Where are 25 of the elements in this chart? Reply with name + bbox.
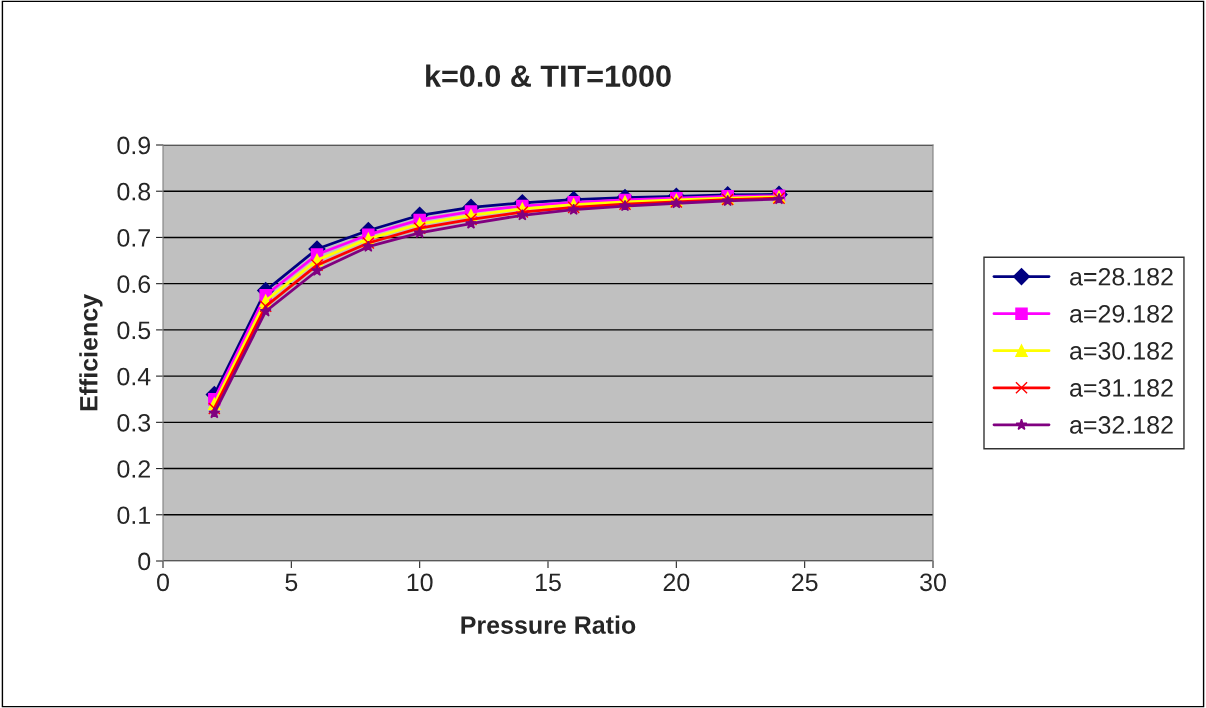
legend-label: a=30.182 (1070, 342, 1173, 360)
y-tick-label: 0.7 (117, 229, 150, 247)
legend-label: a=32.182 (1070, 416, 1173, 434)
y-tick-label: 0 (138, 552, 151, 571)
x-tick-label: 30 (920, 573, 946, 592)
y-tick-label: 0.5 (117, 321, 151, 340)
y-tick-label: 0.8 (117, 182, 151, 201)
legend-label: a=28.182 (1070, 267, 1173, 286)
x-tick-label: 15 (536, 573, 561, 592)
y-tick-label: 0.9 (117, 136, 151, 155)
x-tick-label: 10 (407, 573, 433, 592)
legend-label: a=29.182 (1070, 304, 1173, 323)
x-axis-title: Pressure Ratio (461, 615, 636, 634)
y-tick-label: 0.1 (117, 506, 150, 525)
x-tick-label: 0 (157, 573, 169, 592)
x-tick-label: 20 (663, 573, 690, 592)
chart-title: k=0.0 & TIT=1000 (426, 64, 671, 87)
y-tick-label: 0.2 (117, 460, 150, 478)
y-tick-label: 0.3 (117, 413, 151, 432)
y-tick-label: 0.6 (117, 275, 151, 293)
x-tick-label: 25 (792, 573, 818, 592)
y-tick-label: 0.4 (117, 367, 151, 386)
x-tick-label: 5 (285, 573, 298, 592)
legend-label: a=31.182 (1070, 379, 1173, 397)
y-axis-title: Efficiency (79, 294, 103, 411)
